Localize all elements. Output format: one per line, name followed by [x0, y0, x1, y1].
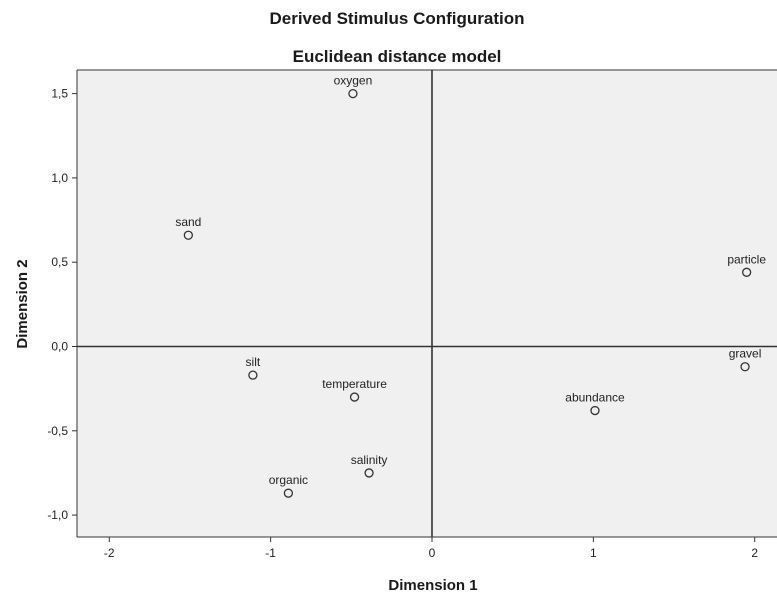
- reference-lines: [77, 70, 777, 537]
- data-point-label: abundance: [565, 391, 625, 405]
- data-point-label: salinity: [351, 453, 388, 467]
- y-tick-label: -1,0: [47, 508, 68, 522]
- data-point: [742, 267, 752, 277]
- data-point: [183, 230, 193, 240]
- chart-title: Derived Stimulus Configuration: [269, 9, 524, 28]
- data-point: [348, 88, 358, 99]
- data-point: [248, 370, 258, 380]
- x-axis-title: Dimension 1: [388, 577, 477, 594]
- data-point-label: temperature: [322, 377, 387, 391]
- data-point-label: organic: [269, 473, 308, 487]
- y-tick-label: 1,5: [51, 87, 68, 101]
- data-point-label: sand: [175, 215, 201, 229]
- x-tick-label: -2: [104, 546, 115, 560]
- plot-area: [77, 70, 777, 537]
- data-point: [590, 405, 600, 416]
- chart-subtitle: Euclidean distance model: [293, 47, 502, 66]
- y-tick-label: 0,5: [51, 255, 68, 269]
- data-point-label: silt: [246, 355, 261, 369]
- data-point: [283, 488, 294, 498]
- x-tick-label: 2: [751, 546, 758, 560]
- y-axis-title: Dimension 2: [14, 259, 31, 348]
- data-point-label: gravel: [729, 347, 762, 361]
- data-point: [349, 392, 360, 402]
- data-point: [364, 468, 374, 478]
- y-tick-label: -0,5: [47, 424, 68, 438]
- ticks: -2 -1 0 1 2 -1,0 -0,5 0,0 0,5 1,0 1,5: [47, 87, 758, 560]
- x-tick-label: 1: [590, 546, 597, 560]
- data-point-label: oxygen: [334, 74, 373, 88]
- x-tick-label: 0: [429, 546, 436, 560]
- data-point: [740, 362, 750, 372]
- y-tick-label: 1,0: [51, 171, 68, 185]
- data-point-label: particle: [727, 252, 766, 266]
- x-tick-label: -1: [265, 546, 276, 560]
- y-tick-label: 0,0: [51, 339, 68, 353]
- data-points: oxygen sand particle silt temperature gravel a…: [175, 74, 766, 498]
